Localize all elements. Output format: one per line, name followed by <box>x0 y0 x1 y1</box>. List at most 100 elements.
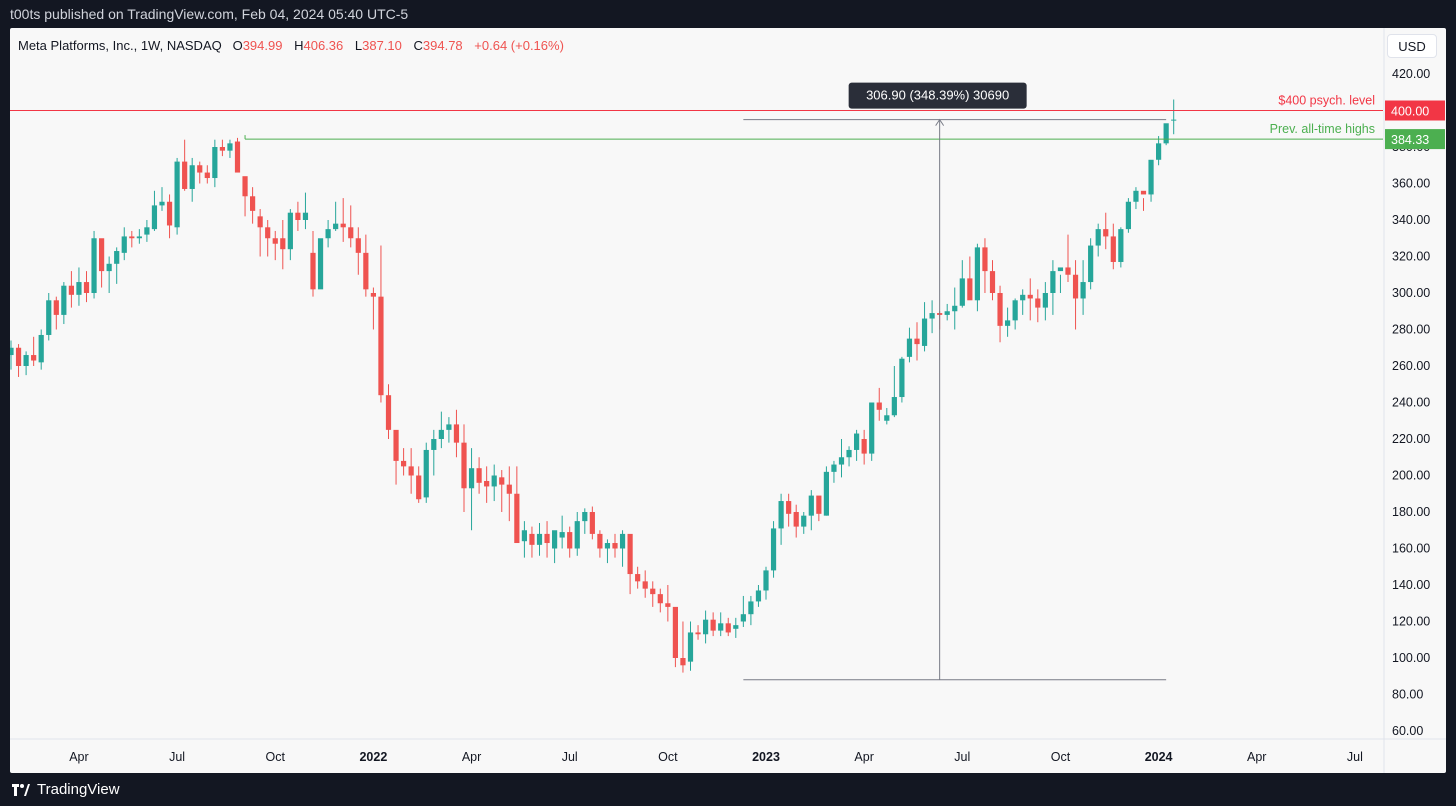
ruler-label-box <box>848 82 1027 109</box>
candle-body <box>763 570 769 591</box>
candle-body <box>227 143 233 151</box>
candle-body <box>106 263 112 272</box>
candle-body <box>778 501 784 529</box>
candle-body <box>1171 119 1177 121</box>
symbol-legend: Meta Platforms, Inc., 1W, NASDAQ O394.99… <box>18 38 572 53</box>
candle-body <box>408 466 414 476</box>
candle-body <box>921 318 928 346</box>
candle-body <box>302 212 309 220</box>
candle-body <box>755 590 762 602</box>
support-price-tag <box>1385 129 1445 150</box>
candle-body <box>114 251 120 264</box>
chart-panel[interactable]: $400 psych. level Prev. all-time highs 306… <box>10 28 1446 773</box>
candle-body <box>514 493 520 544</box>
price-chart[interactable]: $400 psych. level Prev. all-time highs 306… <box>10 28 1446 773</box>
candle-body <box>627 533 633 575</box>
candle-body <box>582 512 588 522</box>
candle-body <box>567 532 573 549</box>
candle-body <box>899 358 905 398</box>
time-tick-label: Jul <box>562 750 578 764</box>
time-tick-label: Apr <box>69 750 88 764</box>
candle-body <box>212 147 218 179</box>
candle-body <box>831 464 837 472</box>
candle-body <box>174 161 180 228</box>
candle-body <box>1133 190 1139 202</box>
currency-button[interactable]: USD <box>1387 34 1437 58</box>
candle-body <box>151 205 158 230</box>
price-axis[interactable]: 420.00400.00380.00360.00340.00320.00300.… <box>1385 67 1445 738</box>
candle-body <box>861 439 867 454</box>
candle-body <box>340 223 346 228</box>
candle-body <box>99 238 105 272</box>
candle-body <box>242 176 248 197</box>
tradingview-logo-icon <box>12 783 30 796</box>
candle-body <box>53 300 59 315</box>
candle-body <box>61 285 67 315</box>
candle-body <box>929 313 935 319</box>
candle-body <box>431 439 437 450</box>
drawings-layer: $400 psych. level Prev. all-time highs 306… <box>10 82 1383 681</box>
candle-body <box>446 424 452 430</box>
close-value: 394.78 <box>422 38 463 53</box>
candle-body <box>989 271 996 293</box>
candle-body <box>657 594 663 604</box>
ruler-label: 306.90 (348.39%) 30690 <box>866 88 1009 103</box>
candle-body <box>891 397 897 416</box>
candle-body <box>348 227 354 239</box>
candle-body <box>687 632 694 662</box>
candle-body <box>1163 123 1169 144</box>
time-tick-label: Oct <box>658 750 678 764</box>
support-price-tag-text: 384.33 <box>1391 133 1429 147</box>
time-tick-label: 2022 <box>359 750 387 764</box>
candle-body <box>846 449 852 458</box>
candle-body <box>718 623 724 631</box>
candle-body <box>808 495 814 516</box>
resistance-label: $400 psych. level <box>1278 94 1375 108</box>
candle-body <box>385 395 392 430</box>
candle-body <box>189 165 195 189</box>
time-tick-label: 2023 <box>752 750 780 764</box>
candle-body <box>876 402 882 410</box>
candle-body <box>703 619 709 635</box>
candle-body <box>136 236 142 239</box>
candle-body <box>1103 229 1109 237</box>
candle-body <box>1110 236 1116 262</box>
candle-body <box>461 442 467 489</box>
price-tick-label: 140.00 <box>1392 578 1430 592</box>
candle-body <box>952 305 958 312</box>
price-tick-label: 100.00 <box>1392 651 1430 665</box>
candle-body <box>280 238 286 250</box>
resistance-price-tag <box>1385 100 1445 121</box>
candle-body <box>884 415 890 421</box>
candle-body <box>1088 245 1094 283</box>
candle-body <box>604 543 611 549</box>
candle-body <box>1148 159 1154 195</box>
price-tick-label: 60.00 <box>1392 724 1423 738</box>
candle-body <box>959 278 965 306</box>
candle-body <box>234 141 241 173</box>
price-tick-label: 180.00 <box>1392 505 1430 519</box>
candle-body <box>559 532 565 538</box>
price-tick-label: 340.00 <box>1392 213 1430 227</box>
candle-body <box>491 475 497 487</box>
candle-body <box>317 238 324 290</box>
candle-body <box>182 161 188 189</box>
candle-body <box>1057 267 1064 272</box>
candle-body <box>982 247 988 272</box>
candle-body <box>453 424 460 443</box>
candle-body <box>370 293 376 297</box>
candle-body <box>740 614 746 622</box>
candle-body <box>733 625 739 629</box>
candle-body <box>506 484 512 494</box>
candle-body <box>650 588 656 595</box>
candle-body <box>468 468 475 489</box>
candle-body <box>1005 320 1011 326</box>
candle-body <box>536 533 543 545</box>
candle-body <box>499 477 505 485</box>
symbol-title: Meta Platforms, Inc., 1W, NASDAQ <box>18 38 222 53</box>
time-axis[interactable]: Apr Jul Oct 2022 Apr Jul Oct 2023 Apr Jul Oct 2024 A… <box>69 750 1363 764</box>
candle-body <box>265 227 271 239</box>
candle-body <box>635 574 641 582</box>
candle-body <box>816 495 822 514</box>
price-tick-label: 280.00 <box>1392 323 1430 337</box>
